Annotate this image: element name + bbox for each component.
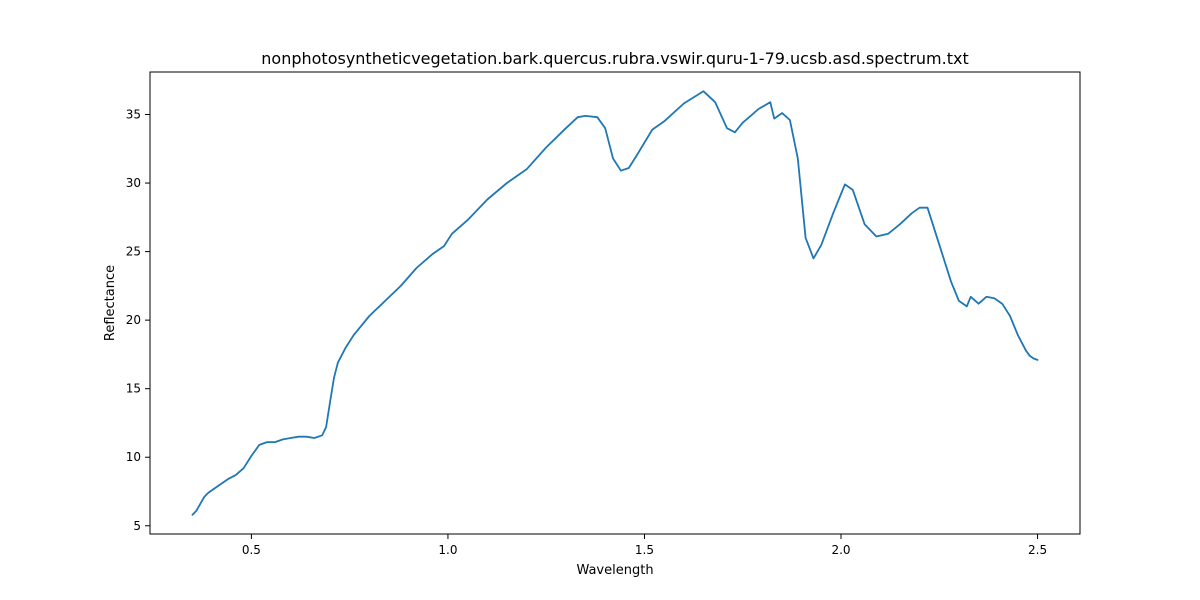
plot-area [191,90,1039,516]
spectrum-line [191,90,1039,516]
y-tick-label: 25 [126,245,141,259]
y-tick-label: 20 [126,313,141,327]
x-tick-label: 1.5 [635,543,654,557]
y-axis-label: Reflectance [103,265,118,341]
x-tick-label: 0.5 [242,543,261,557]
x-tick-label: 2.5 [1028,543,1047,557]
x-tick-label: 1.0 [438,543,457,557]
y-tick-label: 35 [126,107,141,121]
y-tick-label: 30 [126,176,141,190]
y-tick-label: 5 [133,519,141,533]
y-tick-label: 10 [126,450,141,464]
plot-frame [149,71,1081,535]
y-tick-label: 15 [126,382,141,396]
chart-title: nonphotosyntheticvegetation.bark.quercus… [261,49,968,68]
x-axis-label: Wavelength [576,563,653,578]
x-tick-label: 2.0 [831,543,850,557]
